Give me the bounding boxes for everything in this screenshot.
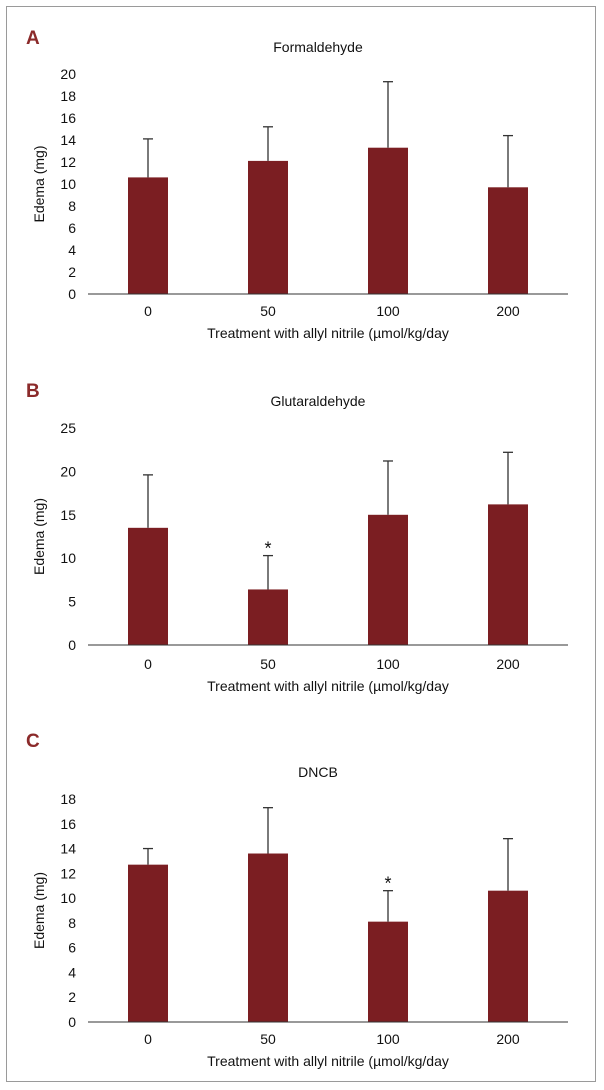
x-tick-label: 100 [376, 656, 400, 672]
bar [248, 589, 288, 645]
y-axis-label: Edema (mg) [31, 872, 47, 949]
y-tick-label: 12 [60, 865, 76, 881]
bar [128, 527, 168, 645]
bar [248, 853, 288, 1022]
y-tick-label: 18 [60, 791, 76, 807]
bar [128, 864, 168, 1022]
y-tick-label: 4 [68, 242, 76, 258]
bar [368, 147, 408, 294]
y-tick-label: 20 [60, 463, 76, 479]
x-tick-label: 0 [144, 656, 152, 672]
x-tick-label: 200 [496, 656, 520, 672]
panel-letter: A [26, 28, 40, 49]
y-tick-label: 8 [68, 198, 76, 214]
y-tick-label: 12 [60, 154, 76, 170]
x-tick-label: 0 [144, 1031, 152, 1047]
bar [368, 514, 408, 645]
y-tick-label: 10 [60, 550, 76, 566]
x-tick-label: 200 [496, 303, 520, 319]
chart-title: Formaldehyde [273, 39, 363, 55]
x-axis-label: Treatment with allyl nitrile (µmol/kg/da… [207, 325, 449, 341]
y-tick-label: 4 [68, 964, 76, 980]
x-axis-label: Treatment with allyl nitrile (µmol/kg/da… [207, 678, 449, 694]
y-tick-label: 15 [60, 507, 76, 523]
x-tick-label: 50 [260, 1031, 276, 1047]
y-tick-label: 0 [68, 286, 76, 302]
bar [488, 187, 528, 294]
y-tick-label: 5 [68, 594, 76, 610]
y-tick-label: 0 [68, 1014, 76, 1030]
y-tick-label: 6 [68, 940, 76, 956]
x-tick-label: 50 [260, 303, 276, 319]
x-tick-label: 200 [496, 1031, 520, 1047]
y-tick-label: 6 [68, 220, 76, 236]
bar [128, 177, 168, 294]
y-tick-label: 2 [68, 989, 76, 1005]
y-axis-label: Edema (mg) [31, 498, 47, 575]
chart-title: Glutaraldehyde [271, 393, 366, 409]
y-tick-label: 14 [60, 841, 76, 857]
significance-marker: * [384, 874, 391, 894]
y-tick-label: 10 [60, 176, 76, 192]
y-tick-label: 16 [60, 110, 76, 126]
x-tick-label: 100 [376, 1031, 400, 1047]
y-tick-label: 16 [60, 816, 76, 832]
x-axis-label: Treatment with allyl nitrile (µmol/kg/da… [207, 1053, 449, 1069]
x-tick-label: 50 [260, 656, 276, 672]
panel-letter: B [26, 381, 40, 402]
bar [248, 160, 288, 294]
y-tick-label: 25 [60, 420, 76, 436]
y-tick-label: 10 [60, 890, 76, 906]
y-tick-label: 8 [68, 915, 76, 931]
bar [488, 890, 528, 1022]
y-tick-label: 2 [68, 264, 76, 280]
y-tick-label: 0 [68, 637, 76, 653]
chart-title: DNCB [298, 764, 338, 780]
bar [368, 921, 408, 1022]
x-tick-label: 0 [144, 303, 152, 319]
y-axis-label: Edema (mg) [31, 145, 47, 222]
bar [488, 504, 528, 645]
y-tick-label: 18 [60, 88, 76, 104]
y-tick-label: 20 [60, 66, 76, 82]
y-tick-label: 14 [60, 132, 76, 148]
panel-letter: C [26, 731, 40, 752]
significance-marker: * [264, 539, 271, 559]
x-tick-label: 100 [376, 303, 400, 319]
